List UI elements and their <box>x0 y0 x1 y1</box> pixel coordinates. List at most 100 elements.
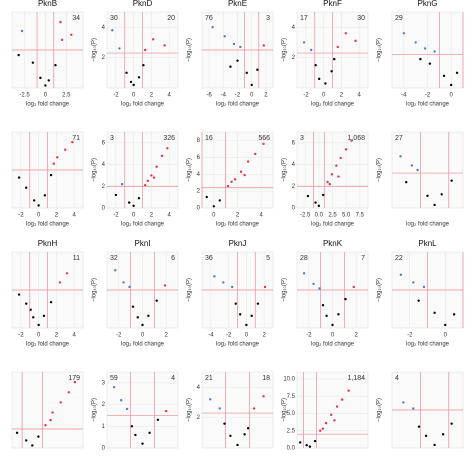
point <box>239 170 243 173</box>
x-axis-label: log₂ fold change <box>26 222 70 228</box>
x-tick-label: 0 <box>212 213 216 219</box>
point <box>54 63 57 67</box>
y-tick-label: 4 <box>292 25 296 31</box>
x-tick-label: -2.5 <box>300 213 311 219</box>
x-tick-label: -2 <box>306 333 312 339</box>
point <box>321 304 325 307</box>
up-count: 7 <box>361 255 365 262</box>
point <box>317 204 321 208</box>
point <box>212 205 216 208</box>
x-tick-label: -2 <box>303 93 309 99</box>
point <box>313 439 317 443</box>
point <box>337 175 340 178</box>
point <box>344 297 347 301</box>
point <box>324 82 327 85</box>
up-count: 179 <box>68 375 80 382</box>
x-tick-label: 5.0 <box>342 213 351 219</box>
x-tick-label: -2 <box>113 93 119 99</box>
plot-area <box>296 371 369 449</box>
x-tick-label: -2 <box>235 93 241 99</box>
point <box>65 272 69 275</box>
x-tick-label: 2 <box>55 333 59 339</box>
point <box>211 26 214 29</box>
x-axis-label: log₂ fold change <box>121 342 165 348</box>
point <box>52 162 55 165</box>
point <box>450 422 453 425</box>
point <box>114 193 118 197</box>
point <box>441 433 445 436</box>
y-tick-label: 4 <box>292 162 296 168</box>
point <box>318 287 321 290</box>
down-count: 17 <box>300 15 308 22</box>
point <box>402 32 406 35</box>
up-count: 6 <box>171 255 175 262</box>
point <box>17 176 21 179</box>
point <box>131 305 135 308</box>
point <box>47 79 50 82</box>
x-axis-label: log₂ fold change <box>311 102 355 108</box>
point <box>314 201 317 204</box>
point <box>120 399 123 402</box>
point <box>305 444 308 447</box>
point <box>319 429 322 432</box>
x-tick-label: 2 <box>236 213 240 219</box>
x-tick-label: 0 <box>141 333 145 339</box>
point <box>156 418 160 421</box>
point <box>37 204 40 207</box>
point <box>230 285 234 289</box>
y-tick-label: 3 <box>102 380 106 386</box>
point <box>412 407 415 410</box>
panel-title: PknB <box>38 0 57 8</box>
point <box>25 302 28 305</box>
point <box>111 29 114 32</box>
point <box>147 314 150 318</box>
x-axis-label: log₂ fold change <box>406 222 450 228</box>
panel-title: PknJ <box>229 239 247 248</box>
y-axis-label: −log₁₀(P) <box>377 38 383 62</box>
point <box>25 439 28 442</box>
down-count: 28 <box>300 255 308 262</box>
panel-title: PknD <box>133 0 153 8</box>
point <box>20 29 24 33</box>
point <box>243 433 246 436</box>
point <box>335 164 338 167</box>
point <box>330 413 333 417</box>
point <box>239 45 242 49</box>
point <box>417 299 420 302</box>
x-tick-label: 4 <box>357 93 361 99</box>
y-tick-label: 0 <box>197 206 201 212</box>
x-tick-label: 7.5 <box>356 213 365 219</box>
y-tick-label: 2 <box>292 55 296 61</box>
y-tick-label: 7.5 <box>287 394 296 400</box>
y-tick-label: 0 <box>102 446 106 452</box>
point <box>209 398 212 401</box>
y-axis-label: −log₁₀(P) <box>92 398 98 422</box>
x-axis-label: log₂ fold change <box>216 102 260 108</box>
point <box>238 313 242 316</box>
point <box>399 155 402 158</box>
point <box>223 422 226 425</box>
y-axis-label: −log₁₀(P) <box>187 398 193 422</box>
point <box>450 179 453 182</box>
up-count: 4 <box>171 375 175 382</box>
point <box>234 302 237 305</box>
down-count: 59 <box>110 375 118 382</box>
point <box>328 182 331 186</box>
point <box>402 401 405 404</box>
up-count: 11 <box>73 255 80 262</box>
down-count: 76 <box>205 15 213 22</box>
x-tick-label: 0 <box>449 93 453 99</box>
point <box>455 71 459 75</box>
up-count: 1,068 <box>347 135 365 142</box>
point <box>229 65 232 68</box>
y-tick-label: 1 <box>102 424 106 430</box>
point <box>233 178 237 181</box>
point <box>246 160 250 163</box>
point <box>205 195 208 199</box>
point <box>331 323 334 327</box>
panel-title: PknI <box>134 239 150 248</box>
down-count: 3 <box>300 135 304 142</box>
point <box>136 316 139 319</box>
y-tick-label: 4 <box>197 385 201 391</box>
point <box>333 419 336 422</box>
